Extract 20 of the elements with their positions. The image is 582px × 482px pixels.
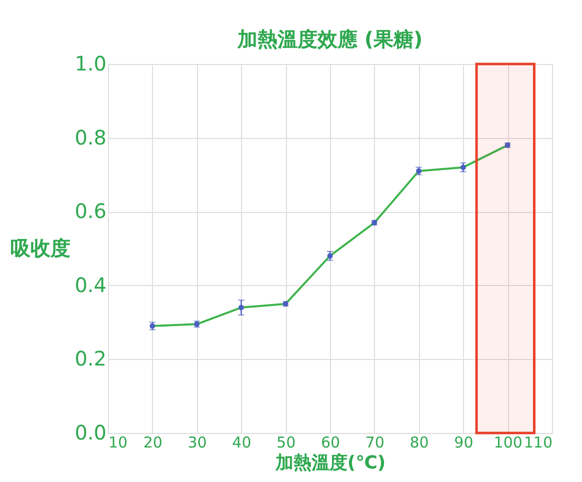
x-axis-title: 加熱溫度(℃) (274, 452, 386, 474)
x-tick-label: 30 (188, 434, 207, 452)
y-tick-label: 0.8 (74, 125, 106, 150)
y-tick-label: 1.0 (74, 52, 106, 76)
y-tick-label: 0.2 (74, 346, 106, 371)
x-tick-label: 90 (454, 434, 474, 452)
x-tick-label: 80 (410, 434, 429, 452)
x-tick-label: 100 (494, 434, 522, 452)
x-tick-label: 70 (365, 434, 384, 452)
x-tick-label: 50 (276, 434, 296, 452)
chart-title: 加熱溫度效應 (果糖) (236, 27, 423, 51)
x-tick-label: 110 (524, 434, 552, 452)
x-tick-label: 60 (320, 434, 340, 452)
x-tick-label: 40 (232, 434, 252, 452)
x-tick-label: 20 (143, 434, 162, 452)
y-tick-label: 0.0 (74, 420, 106, 444)
y-tick-label: 0.6 (74, 199, 106, 224)
x-tick-label: 10 (108, 434, 128, 452)
y-tick-label: 0.4 (74, 272, 106, 297)
y-axis-title: 吸收度 (10, 236, 71, 260)
